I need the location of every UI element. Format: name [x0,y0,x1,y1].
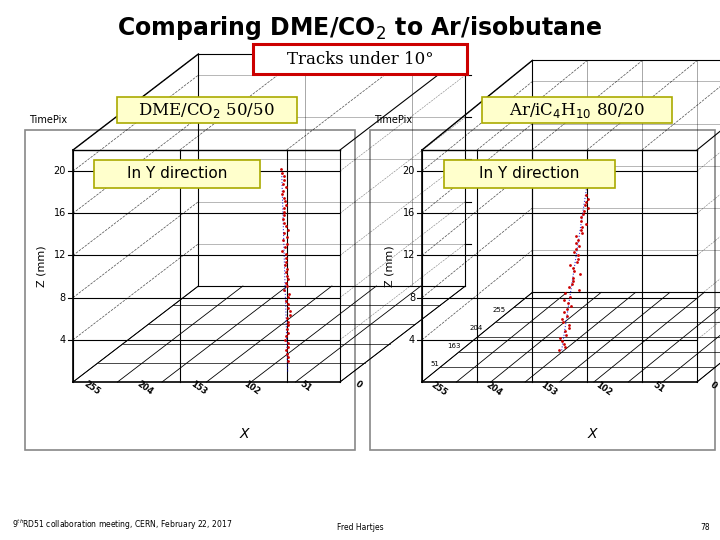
Text: 204: 204 [470,325,483,331]
Text: DME/CO$_2$ 50/50: DME/CO$_2$ 50/50 [138,100,275,119]
FancyBboxPatch shape [444,160,614,188]
Text: 51: 51 [651,381,666,395]
Text: 16: 16 [54,208,66,218]
Text: 12: 12 [53,251,66,260]
Text: 51: 51 [431,361,439,367]
Text: 204: 204 [135,380,155,397]
Text: 255: 255 [429,381,449,398]
Text: In Y direction: In Y direction [127,166,228,181]
FancyBboxPatch shape [117,97,297,123]
Text: 9$^{th}$RD51 collaboration meeting, CERN, February 22, 2017: 9$^{th}$RD51 collaboration meeting, CERN… [12,518,233,532]
FancyBboxPatch shape [253,44,467,74]
FancyBboxPatch shape [482,97,672,123]
Text: 12: 12 [402,251,415,260]
Text: 0: 0 [708,381,719,392]
Bar [370,130,715,450]
Text: Tracks under 10°: Tracks under 10° [287,51,433,68]
Text: Z (mm): Z (mm) [385,245,395,287]
Text: X: X [588,427,598,441]
Text: 163: 163 [448,343,462,349]
Text: 8: 8 [60,293,66,302]
Text: 204: 204 [484,381,503,398]
Text: TimePix: TimePix [374,115,412,125]
Text: TimePix: TimePix [29,115,67,125]
FancyBboxPatch shape [94,160,260,188]
Text: 102: 102 [242,380,262,397]
Text: 0: 0 [354,380,364,390]
Text: 4: 4 [60,335,66,345]
Text: In Y direction: In Y direction [479,166,580,181]
Text: 20: 20 [402,166,415,176]
Text: Ar/iC$_4$H$_{10}$ 80/20: Ar/iC$_4$H$_{10}$ 80/20 [509,100,645,119]
Text: Fred Hartjes: Fred Hartjes [337,523,383,532]
Text: 153: 153 [539,381,558,398]
Text: 153: 153 [189,380,208,397]
Text: X: X [239,427,249,441]
Text: 255: 255 [82,380,102,397]
Text: 51: 51 [298,380,312,394]
Bar [25,130,355,450]
Text: 8: 8 [409,293,415,302]
Text: 255: 255 [492,307,505,313]
Text: 102: 102 [594,381,613,398]
Text: 4: 4 [409,335,415,345]
Text: Comparing DME/CO$_2$ to Ar/isobutane: Comparing DME/CO$_2$ to Ar/isobutane [117,14,603,42]
Text: 20: 20 [53,166,66,176]
Text: 16: 16 [402,208,415,218]
Text: 78: 78 [701,523,710,532]
Text: Z (mm): Z (mm) [36,245,46,287]
